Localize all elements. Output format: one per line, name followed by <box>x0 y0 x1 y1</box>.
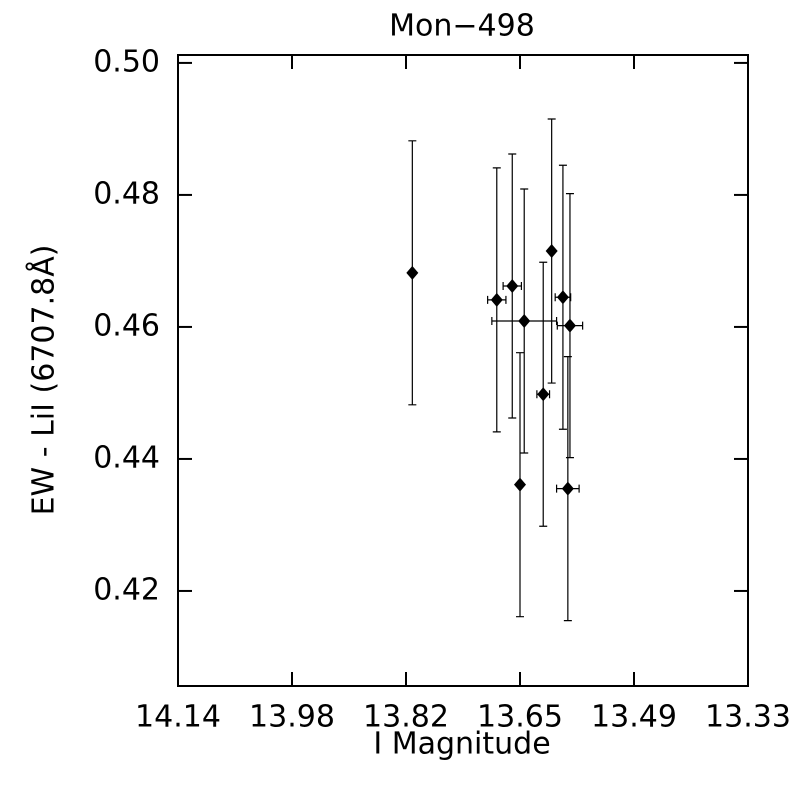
point <box>406 265 419 280</box>
x-tick-label: 13.65 <box>477 700 563 735</box>
x-tick-label: 13.98 <box>249 700 335 735</box>
point <box>563 318 576 333</box>
point <box>514 477 526 492</box>
y-tick-label: 0.50 <box>93 44 160 79</box>
point <box>561 481 574 496</box>
y-tick-label: 0.44 <box>93 440 160 475</box>
y-tick-label: 0.46 <box>93 308 160 343</box>
y-axis-label: EW - LiI (6707.8Å) <box>26 245 62 516</box>
x-tick-label: 13.49 <box>591 700 677 735</box>
chart-title: Mon−498 <box>389 9 535 44</box>
point <box>518 313 531 328</box>
point <box>490 292 503 307</box>
point <box>537 387 550 402</box>
point <box>506 279 519 294</box>
point <box>545 244 558 259</box>
x-axis-label: I Magnitude <box>373 727 550 762</box>
x-tick-label: 13.82 <box>363 700 449 735</box>
point <box>556 290 569 305</box>
x-tick-label: 14.14 <box>135 700 221 735</box>
x-tick-label: 13.33 <box>705 700 791 735</box>
y-tick-label: 0.42 <box>93 572 160 607</box>
y-tick-label: 0.48 <box>93 176 160 211</box>
plot-frame <box>177 54 749 687</box>
